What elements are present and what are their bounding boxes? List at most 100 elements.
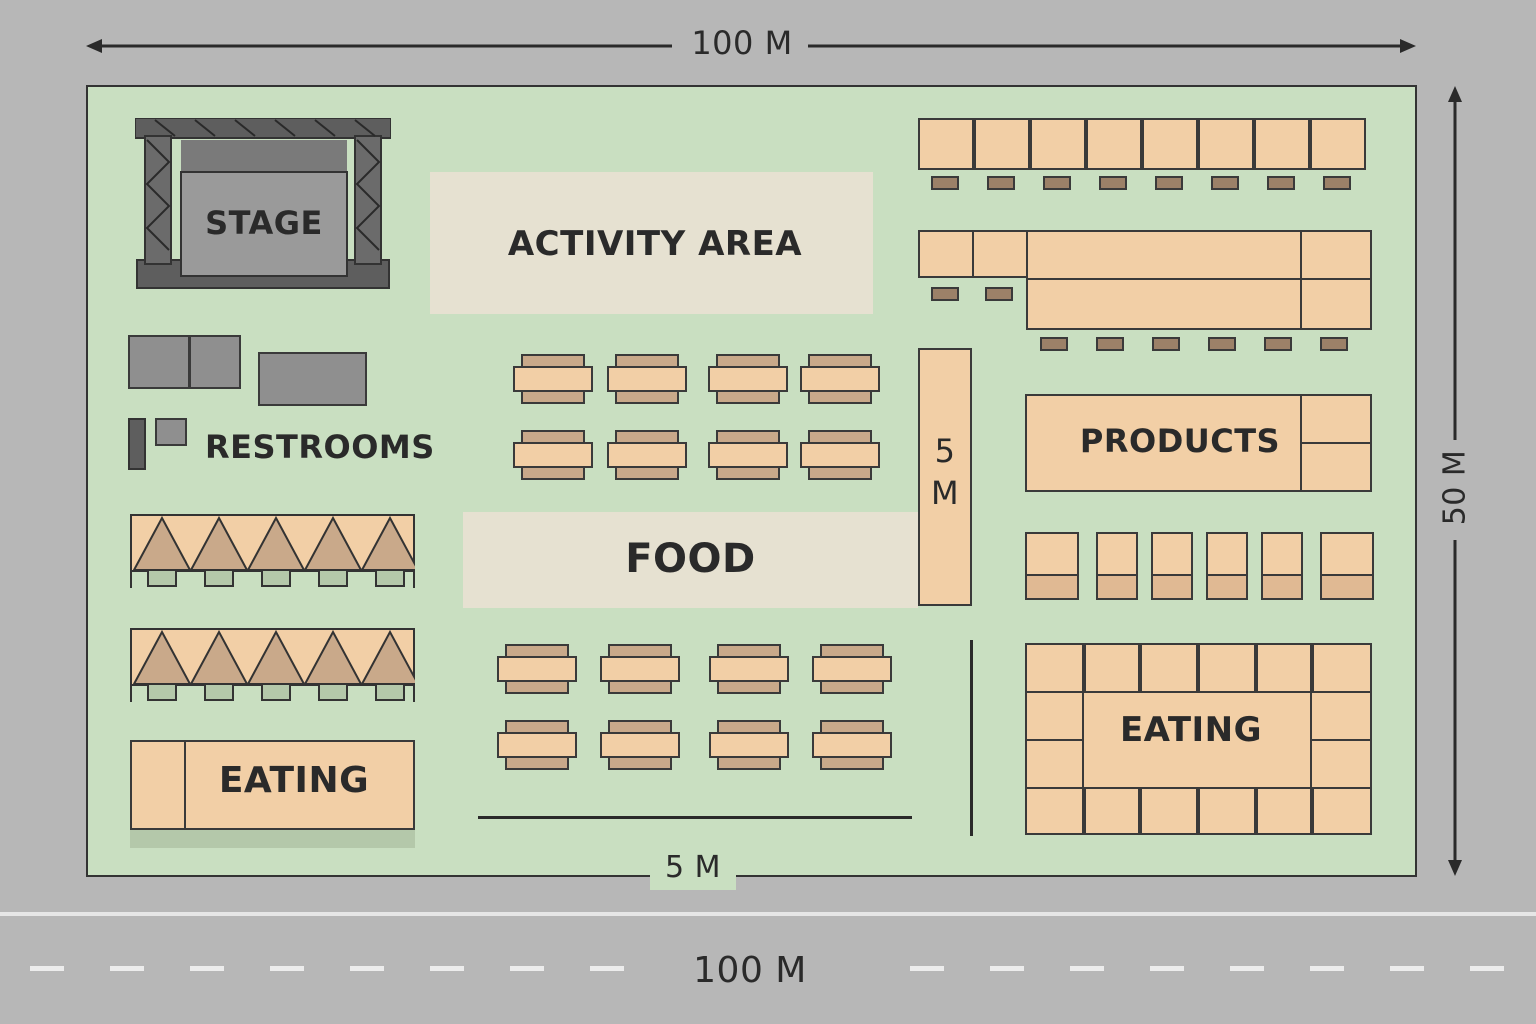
road-dash: [190, 966, 224, 971]
road-dash: [990, 966, 1024, 971]
road-dash: [590, 966, 624, 971]
restroom-block-1: [128, 335, 190, 389]
vertical-path: [918, 348, 972, 606]
table-bench: [820, 756, 884, 770]
road-edge-line: [0, 912, 1536, 916]
activity-area-label: ACTIVITY AREA: [507, 224, 803, 264]
eating-center: [1082, 691, 1312, 789]
products-cell-bottom: [1300, 442, 1372, 492]
products-cell-top: [1300, 394, 1372, 444]
stall-counter: [1208, 337, 1236, 351]
booth-counter: [1096, 574, 1138, 600]
eating-cell: [1312, 787, 1372, 835]
eating-cell: [1140, 643, 1198, 693]
table-bench: [521, 390, 585, 404]
stall-counter: [1320, 337, 1348, 351]
eating-right-label: EATING: [1119, 710, 1263, 750]
road-length-label: 100 M: [693, 950, 807, 991]
table-bench: [608, 680, 672, 694]
restroom-block-2: [189, 335, 241, 389]
stall-counter: [931, 287, 959, 301]
table-bench: [808, 466, 872, 480]
restrooms-label: RESTROOMS: [205, 428, 435, 466]
stall-counter: [1040, 337, 1068, 351]
road-dash: [1310, 966, 1344, 971]
picnic-table: [513, 442, 593, 468]
picnic-table: [497, 656, 577, 682]
bottom-path-label: 5 M: [664, 850, 721, 885]
picnic-table: [709, 656, 789, 682]
road-dash: [1470, 966, 1504, 971]
eating-cell: [1312, 643, 1372, 693]
top-width-label: 100 M: [691, 24, 793, 62]
vertical-path-label-5: 5: [934, 432, 956, 470]
table-bench: [717, 756, 781, 770]
stall-counter: [1323, 176, 1351, 190]
table-bench: [505, 680, 569, 694]
stall-counter: [1152, 337, 1180, 351]
picnic-table: [800, 366, 880, 392]
picnic-table: [708, 366, 788, 392]
picnic-table: [800, 442, 880, 468]
table-bench: [717, 680, 781, 694]
table-bench: [505, 756, 569, 770]
picnic-table: [600, 656, 680, 682]
table-bench: [521, 466, 585, 480]
path-line-vertical: [970, 640, 973, 836]
stall-cell: [1142, 118, 1198, 170]
road-dash: [110, 966, 144, 971]
eating-cell: [1140, 787, 1198, 835]
vertical-path-label-m: M: [930, 474, 960, 512]
table-bench: [808, 390, 872, 404]
stall-cell: [974, 118, 1030, 170]
eating-cell: [1025, 739, 1084, 789]
tent-row-1: [130, 514, 420, 588]
picnic-table: [709, 732, 789, 758]
picnic-table: [600, 732, 680, 758]
eating-cell: [1084, 643, 1140, 693]
right-height-label: 50 M: [1437, 449, 1473, 526]
restroom-unit-small: [128, 418, 146, 470]
eating-cell: [1256, 643, 1312, 693]
road-dash: [1070, 966, 1104, 971]
table-bench: [615, 390, 679, 404]
booth-counter: [1151, 574, 1193, 600]
stall-counter: [1211, 176, 1239, 190]
eating-left-label: EATING: [218, 760, 370, 801]
tent-row-2: [130, 628, 420, 702]
booth-counter: [1320, 574, 1374, 600]
road-dash: [350, 966, 384, 971]
stall-counter: [931, 176, 959, 190]
road-dash: [510, 966, 544, 971]
activity-area: [430, 172, 873, 314]
stall-cell: [1254, 118, 1310, 170]
stage-truss-icon: [134, 117, 392, 289]
picnic-table: [497, 732, 577, 758]
picnic-table: [812, 656, 892, 682]
stall-cell: [1310, 118, 1366, 170]
eating-left-area: [184, 740, 415, 830]
stall-cell: [918, 230, 974, 278]
stage: STAGE: [134, 117, 392, 290]
picnic-table: [708, 442, 788, 468]
eating-cell: [1310, 739, 1372, 789]
eating-cell: [1198, 643, 1256, 693]
booth-counter: [1206, 574, 1248, 600]
stall-counter: [1267, 176, 1295, 190]
eating-cell: [1084, 787, 1140, 835]
stall-cell: [972, 230, 1028, 278]
path-line-horizontal: [478, 816, 912, 819]
eating-cell: [1256, 787, 1312, 835]
stage-label: STAGE: [205, 204, 323, 242]
stall-counter: [1043, 176, 1071, 190]
road-dash: [910, 966, 944, 971]
picnic-table: [812, 732, 892, 758]
bottom-label-bg: [650, 850, 736, 890]
eating-left-side-cell: [130, 740, 186, 830]
tent-row-icon: [130, 514, 420, 588]
road-dash: [1150, 966, 1184, 971]
eating-cell: [1025, 787, 1084, 835]
booth-counter: [1025, 574, 1079, 600]
products-area: [1025, 394, 1303, 492]
